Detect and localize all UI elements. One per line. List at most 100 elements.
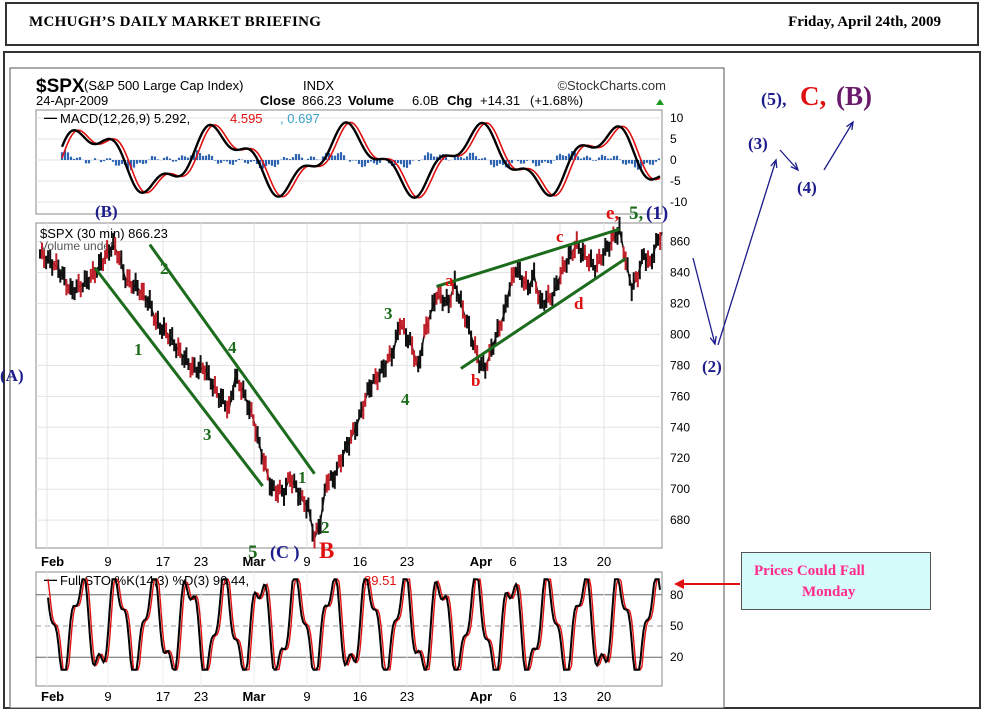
x-tick-label: 17: [156, 554, 170, 569]
callout-line-1: Prices Could Fall: [754, 563, 865, 579]
wave-C-bottom-label: (C ): [270, 542, 300, 563]
wave-2-label: 2: [160, 259, 169, 278]
wave-4c-label: 4: [401, 390, 410, 409]
price-legend: $SPX (30 min) 866.23: [40, 226, 168, 241]
channel-lower-line: [93, 266, 264, 488]
wave-3-right-label: (3): [748, 134, 768, 153]
price-ytick: 680: [670, 513, 690, 527]
wave-1-paren-label: (1): [646, 203, 668, 224]
source-label: ©StockCharts.com: [557, 78, 666, 93]
arrow-to-2-head: [709, 335, 717, 346]
arrow-to-2: [692, 257, 716, 345]
sto-k-line: [47, 578, 661, 671]
wave-B-label: (B): [95, 202, 118, 221]
prices-callout: Prices Could Fall Monday: [741, 552, 931, 610]
x-tick-label: Apr: [470, 554, 492, 569]
x-tick-label: 20: [597, 689, 611, 704]
arrow-to-3-head: [770, 158, 778, 169]
exchange-label: INDX: [303, 78, 334, 93]
wave-a-label: a: [445, 271, 454, 290]
sto-ytick: 80: [670, 588, 684, 602]
up-arrow: [656, 99, 664, 105]
x-tick-label: 6: [509, 554, 516, 569]
briefing-date: Friday, April 24th, 2009: [788, 14, 941, 30]
wave-2b-label: 2: [321, 518, 330, 537]
wave-d-label: d: [574, 294, 584, 313]
volume-legend: Volume undef: [40, 239, 114, 253]
price-ytick: 820: [670, 296, 690, 310]
price-ytick: 760: [670, 389, 690, 403]
macd-ytick: -5: [670, 174, 681, 188]
price-ytick: 780: [670, 358, 690, 372]
close-label: Close: [260, 93, 295, 108]
wave-1-label: 1: [134, 340, 143, 359]
wave-5-label: 5,: [629, 203, 644, 224]
x-tick-label: 9: [303, 689, 310, 704]
wave-1b-label: 1: [298, 468, 307, 487]
x-tick-label: 6: [509, 689, 516, 704]
wave-b-label: b: [471, 371, 480, 390]
price-ytick: 840: [670, 266, 690, 280]
briefing-title: MCHUGH’S DAILY MARKET BRIEFING: [29, 14, 322, 30]
price-ytick: 800: [670, 327, 690, 341]
close-value: 866.23: [302, 93, 342, 108]
macd-signal-line: [61, 121, 661, 199]
macd-ytick: 5: [670, 132, 677, 146]
sto-legend-dash: —: [44, 572, 57, 587]
chg-label: Chg: [447, 93, 472, 108]
price-ytick: 740: [670, 420, 690, 434]
arrow-to-B-head: [846, 120, 854, 131]
arrow-to-B: [823, 121, 854, 171]
wave-B-big-label: (B): [836, 81, 872, 111]
x-tick-label: 9: [104, 554, 111, 569]
x-tick-label: Feb: [41, 689, 64, 704]
x-tick-label: 20: [597, 554, 611, 569]
wave-4-right-label: (4): [797, 178, 817, 197]
price-panel: [35, 222, 663, 549]
arrow-to-4-head: [790, 162, 800, 172]
wave-A-label: (A): [0, 366, 24, 385]
arrow-to-3: [717, 159, 777, 346]
price-ytick: 860: [670, 235, 690, 249]
x-tick-label: Feb: [41, 554, 64, 569]
macd-legend: MACD(12,26,9) 5.292,: [60, 111, 190, 126]
wedge-lower-line: [460, 257, 627, 370]
wave-3c-label: 3: [384, 304, 393, 323]
x-tick-label: Mar: [242, 554, 265, 569]
wave-c-label: c: [556, 227, 564, 246]
macd-ytick: 10: [670, 111, 684, 125]
wave-4-label: 4: [228, 338, 237, 357]
price-ytick: 700: [670, 482, 690, 496]
sto-d-value: 89.51: [364, 573, 397, 588]
symbol-label: $SPX: [36, 76, 85, 97]
callout-line-2: Monday: [802, 584, 856, 600]
macd-hist-value: , 0.697: [280, 111, 320, 126]
x-tick-label: Apr: [470, 689, 492, 704]
chart-date: 24-Apr-2009: [36, 93, 108, 108]
volume-label: Volume: [348, 93, 394, 108]
wave-e-label: e,: [606, 203, 619, 224]
macd-line: [60, 121, 661, 200]
x-tick-label: 16: [353, 689, 367, 704]
wave-3-label: 3: [203, 425, 212, 444]
x-tick-label: 16: [353, 554, 367, 569]
x-tick-label: 23: [400, 689, 414, 704]
price-bars: [39, 216, 660, 542]
macd-ytick: -10: [670, 195, 688, 209]
x-tick-label: 13: [553, 689, 567, 704]
x-tick-label: 17: [156, 689, 170, 704]
price-ytick: 720: [670, 451, 690, 465]
wave-5-bottom-label: 5: [248, 542, 258, 563]
x-tick-label: Mar: [242, 689, 265, 704]
x-tick-label: 23: [194, 554, 208, 569]
x-tick-label: 23: [194, 689, 208, 704]
sto-ytick: 20: [670, 650, 684, 664]
arrow-to-4: [779, 149, 799, 171]
symbol-name: (S&P 500 Large Cap Index): [84, 78, 243, 93]
wave-B-bottom-label: B: [319, 538, 334, 563]
macd-signal-value: 4.595: [230, 111, 263, 126]
chg-pct: (+1.68%): [530, 93, 583, 108]
callout-arrow-head: [674, 579, 684, 589]
volume-value: 6.0B: [412, 93, 439, 108]
wave-2-right-label: (2): [702, 357, 722, 376]
